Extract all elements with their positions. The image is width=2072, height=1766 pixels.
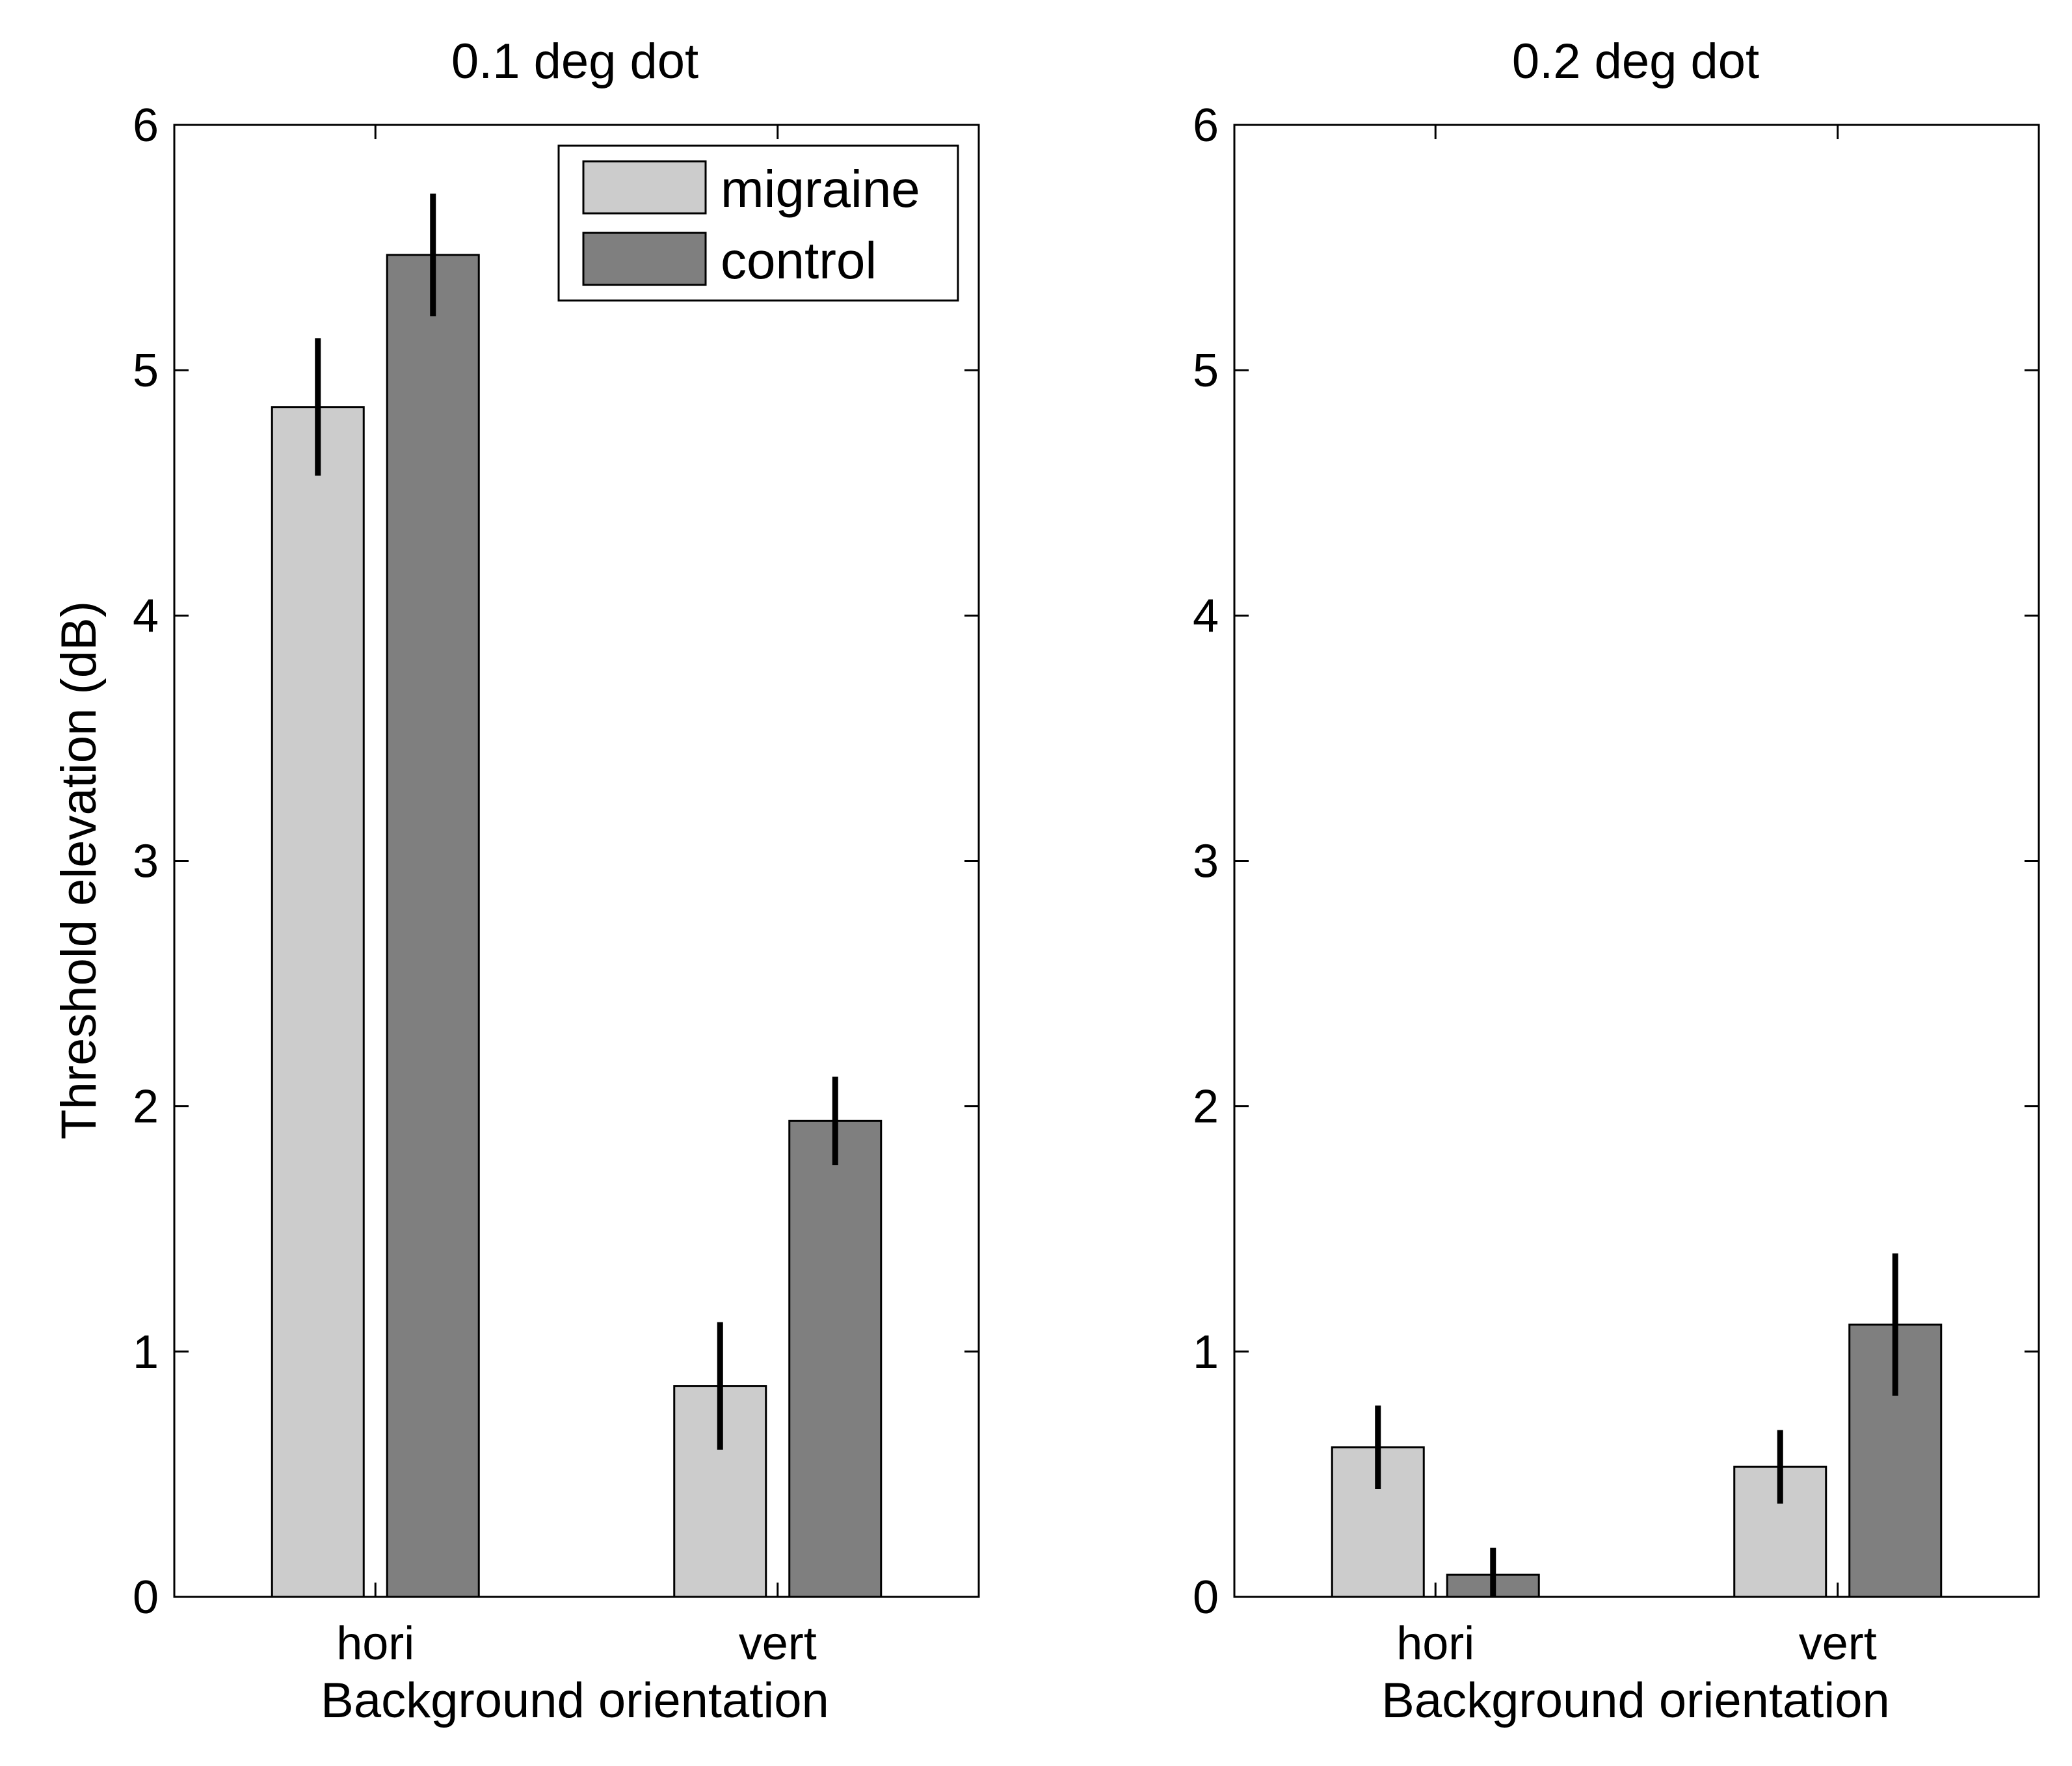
- x-axis-label: Background orientation: [321, 1673, 829, 1728]
- y-tick-label: 3: [1193, 836, 1219, 888]
- legend: migraine control: [557, 144, 959, 302]
- y-tick-label: 0: [1193, 1572, 1219, 1624]
- x-axis-label: Background orientation: [1381, 1673, 1890, 1728]
- chart-panel-right: 0.2 deg dot Background orientation 0 1 2 3 4…: [1193, 34, 2040, 1728]
- y-tick-label: 4: [133, 590, 159, 642]
- chart-panel-left: 0.1 deg dot Threshold elevation (dB) Bac…: [51, 34, 980, 1728]
- y-tick-label: 0: [133, 1572, 159, 1624]
- chart-title: 0.1 deg dot: [451, 34, 698, 89]
- y-tick-label: 2: [1193, 1081, 1219, 1133]
- x-tick-label-hori: hori: [336, 1618, 414, 1670]
- y-tick-label: 5: [133, 345, 159, 397]
- legend-label-migraine: migraine: [721, 160, 920, 218]
- legend-label-control: control: [721, 232, 877, 289]
- y-tick-label: 6: [133, 100, 159, 152]
- bar-control-vert: [788, 1119, 883, 1598]
- x-tick-label-vert: vert: [1799, 1618, 1877, 1670]
- chart-title: 0.2 deg dot: [1512, 34, 1759, 89]
- y-tick-label: 1: [133, 1326, 159, 1378]
- y-tick-label: 1: [1193, 1326, 1219, 1378]
- legend-swatch-migraine: [582, 160, 707, 215]
- legend-swatch-control: [582, 232, 707, 286]
- bar-migraine-hori: [271, 406, 365, 1598]
- y-tick-label: 5: [1193, 345, 1219, 397]
- bar-control-hori: [386, 254, 480, 1598]
- y-tick-label: 2: [133, 1081, 159, 1133]
- x-tick-label-hori: hori: [1396, 1618, 1474, 1670]
- y-tick-label: 4: [1193, 590, 1219, 642]
- y-tick-label: 3: [133, 836, 159, 888]
- y-tick-label: 6: [1193, 100, 1219, 152]
- y-axis-label: Threshold elevation (dB): [51, 601, 107, 1140]
- x-tick-label-vert: vert: [739, 1618, 817, 1670]
